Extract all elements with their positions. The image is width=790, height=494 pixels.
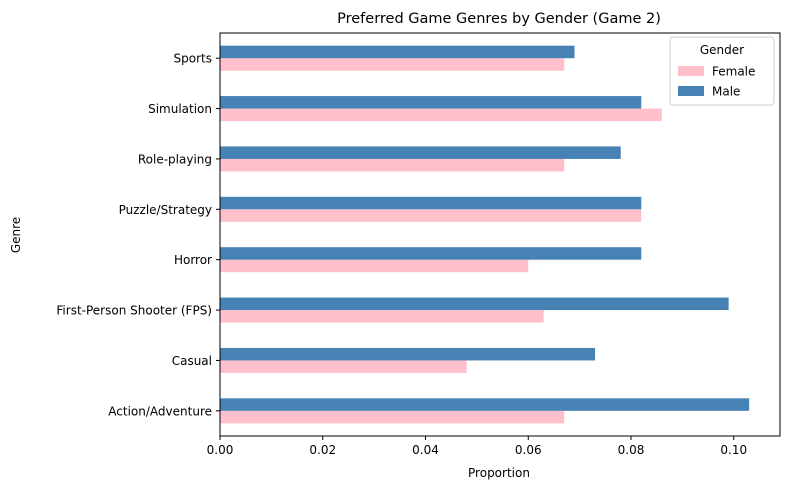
y-tick-label: Casual	[172, 354, 212, 368]
y-axis-label: Genre	[9, 217, 23, 253]
bar-female-6	[220, 108, 662, 122]
legend-swatch-female	[678, 66, 704, 76]
bar-female-0	[220, 410, 565, 424]
y-tick-label: First-Person Shooter (FPS)	[56, 304, 212, 318]
x-tick-label: 0.02	[309, 443, 336, 457]
y-tick-label: Simulation	[148, 102, 212, 116]
bar-male-5	[220, 146, 621, 159]
bar-male-3	[220, 247, 642, 260]
bar-male-1	[220, 347, 596, 361]
bar-female-7	[220, 58, 565, 71]
bars-layer	[220, 45, 750, 424]
y-tick-label: Action/Adventure	[108, 404, 212, 418]
y-tick-label: Role-playing	[138, 152, 212, 166]
bar-male-2	[220, 297, 729, 311]
y-tick-label: Sports	[174, 52, 212, 66]
bar-female-3	[220, 259, 529, 273]
bar-female-2	[220, 310, 544, 323]
axes-layer: Action/Adventure Casual First-Person Shoot…	[56, 32, 781, 457]
bar-male-7	[220, 45, 575, 59]
x-tick-label: 0.00	[207, 443, 234, 457]
x-tick-label: 0.08	[618, 443, 645, 457]
legend-title: Gender	[700, 43, 744, 57]
x-tick-label: 0.04	[412, 443, 439, 457]
x-tick-label: 0.06	[515, 443, 542, 457]
bar-male-0	[220, 398, 750, 411]
bar-male-6	[220, 96, 642, 109]
chart-title: Preferred Game Genres by Gender (Game 2)	[337, 11, 661, 27]
plot-frame	[219, 32, 781, 437]
legend: Gender Female Male	[669, 36, 775, 106]
bar-female-4	[220, 209, 642, 222]
bar-female-1	[220, 360, 467, 373]
legend-swatch-male	[678, 86, 704, 96]
x-axis-label: Proportion	[468, 466, 530, 480]
legend-label-male: Male	[712, 85, 740, 99]
y-tick-label: Horror	[174, 253, 212, 267]
bar-male-4	[220, 196, 642, 210]
bar-female-5	[220, 158, 565, 172]
x-tick-label: 0.10	[720, 443, 747, 457]
legend-label-female: Female	[712, 65, 755, 79]
y-tick-label: Puzzle/Strategy	[119, 203, 212, 217]
